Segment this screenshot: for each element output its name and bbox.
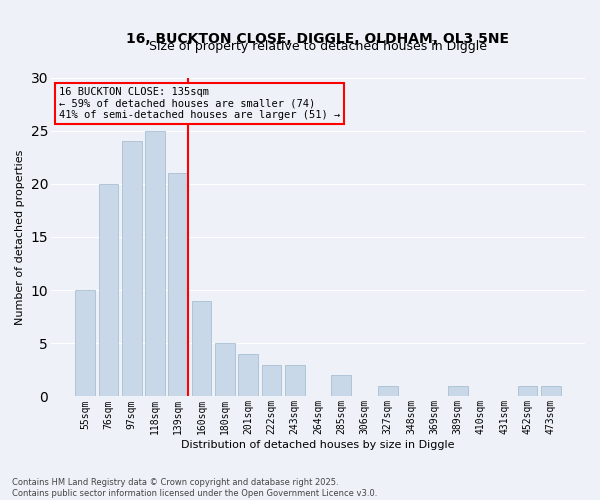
Bar xyxy=(331,375,351,396)
Text: Contains HM Land Registry data © Crown copyright and database right 2025.
Contai: Contains HM Land Registry data © Crown c… xyxy=(12,478,377,498)
Bar xyxy=(169,173,188,396)
Bar xyxy=(191,300,211,396)
Text: 16 BUCKTON CLOSE: 135sqm
← 59% of detached houses are smaller (74)
41% of semi-d: 16 BUCKTON CLOSE: 135sqm ← 59% of detach… xyxy=(59,87,340,120)
Bar xyxy=(285,364,305,396)
Bar xyxy=(122,142,142,396)
Bar xyxy=(145,130,165,396)
Bar xyxy=(75,290,95,397)
Bar xyxy=(262,364,281,396)
Bar xyxy=(448,386,467,396)
X-axis label: Distribution of detached houses by size in Diggle: Distribution of detached houses by size … xyxy=(181,440,455,450)
Title: Size of property relative to detached houses in Diggle: Size of property relative to detached ho… xyxy=(149,40,487,52)
Y-axis label: Number of detached properties: Number of detached properties xyxy=(15,150,25,324)
Bar xyxy=(518,386,538,396)
Bar xyxy=(98,184,118,396)
Bar xyxy=(541,386,561,396)
Bar xyxy=(215,344,235,396)
Bar xyxy=(238,354,258,397)
Text: 16, BUCKTON CLOSE, DIGGLE, OLDHAM, OL3 5NE: 16, BUCKTON CLOSE, DIGGLE, OLDHAM, OL3 5… xyxy=(127,32,509,46)
Bar xyxy=(378,386,398,396)
